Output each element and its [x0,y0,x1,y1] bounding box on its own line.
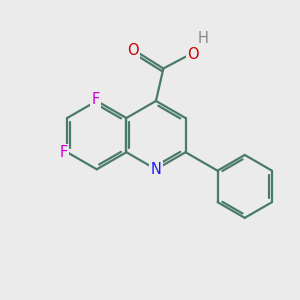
Text: F: F [91,92,99,107]
Text: F: F [59,145,68,160]
Text: O: O [128,43,139,58]
Text: H: H [197,31,208,46]
Text: O: O [188,46,199,62]
Text: N: N [151,162,161,177]
